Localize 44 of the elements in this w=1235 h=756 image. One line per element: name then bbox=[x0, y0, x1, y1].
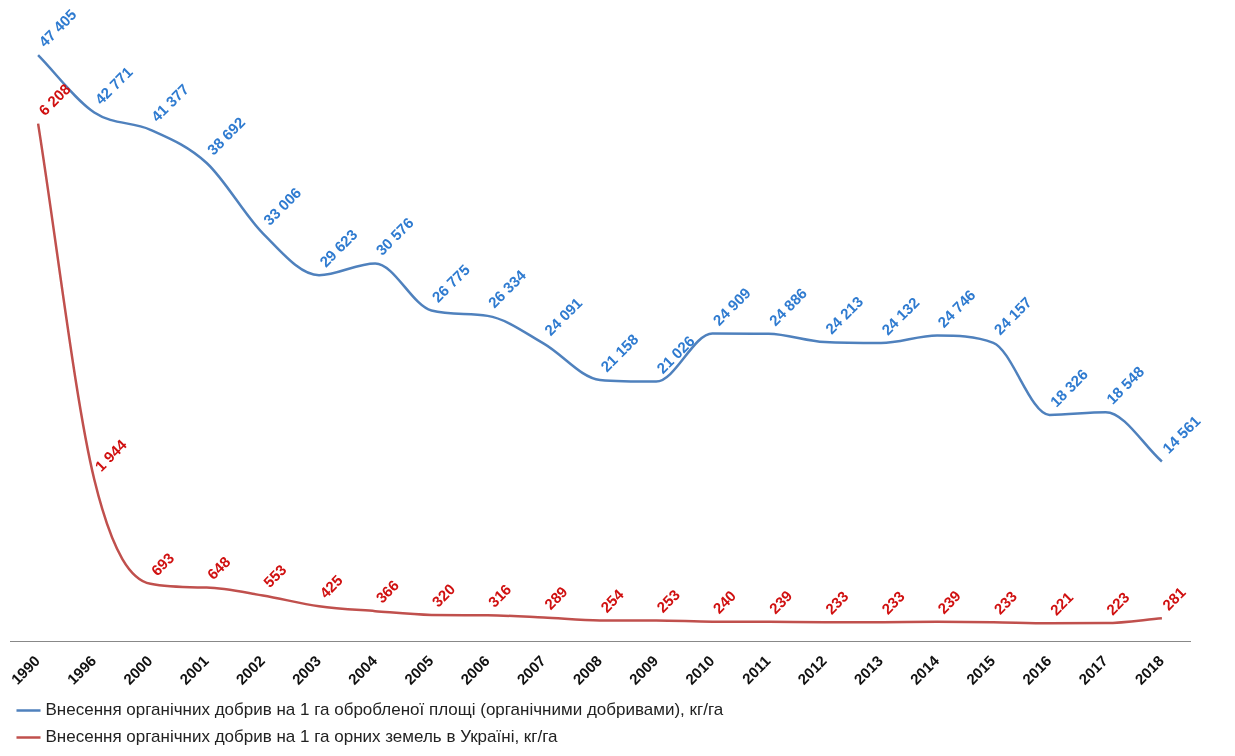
data-label: 553 bbox=[259, 560, 290, 591]
data-label: 24 091 bbox=[540, 294, 586, 339]
data-label: 239 bbox=[934, 587, 964, 617]
data-label: 320 bbox=[428, 580, 459, 611]
data-label: 289 bbox=[540, 582, 571, 613]
data-label: 253 bbox=[653, 585, 683, 616]
data-label: 233 bbox=[821, 587, 852, 618]
data-label: 1 944 bbox=[91, 435, 131, 475]
data-label: 233 bbox=[990, 587, 1021, 618]
legend-label: Внесення органічних добрив на 1 га орних земель в Україні, кг/га bbox=[45, 727, 559, 747]
data-label: 21 026 bbox=[653, 332, 698, 377]
data-label: 38 692 bbox=[203, 113, 249, 159]
data-label: 24 909 bbox=[709, 284, 754, 329]
data-label: 648 bbox=[203, 552, 234, 583]
data-label: 693 bbox=[147, 549, 178, 579]
data-label: 47 405 bbox=[35, 5, 80, 51]
data-label: 33 006 bbox=[259, 183, 305, 229]
data-label: 281 bbox=[1158, 583, 1189, 614]
data-label: 223 bbox=[1102, 588, 1133, 619]
data-label: 18 326 bbox=[1046, 365, 1092, 410]
data-label: 6 208 bbox=[35, 80, 74, 119]
data-label: 239 bbox=[765, 587, 796, 617]
data-label: 18 548 bbox=[1102, 362, 1148, 408]
data-label: 254 bbox=[597, 585, 628, 616]
data-label: 425 bbox=[316, 571, 346, 602]
data-label: 29 623 bbox=[316, 225, 361, 271]
data-label: 41 377 bbox=[147, 80, 192, 125]
data-label: 240 bbox=[709, 586, 740, 617]
data-label: 24 886 bbox=[765, 284, 811, 329]
data-label: 14 561 bbox=[1158, 412, 1204, 457]
data-label: 42 771 bbox=[91, 63, 136, 108]
data-label: 233 bbox=[877, 587, 908, 618]
data-label: 221 bbox=[1046, 588, 1077, 619]
data-label: 366 bbox=[372, 576, 402, 607]
data-label: 26 775 bbox=[428, 261, 473, 306]
data-label: 24 746 bbox=[934, 286, 979, 331]
legend-label: Внесення органічних добрив на 1 га обробленої площі (органічними добривами), кг/га bbox=[45, 700, 724, 720]
data-label: 24 157 bbox=[990, 293, 1035, 338]
data-label: 26 334 bbox=[484, 266, 530, 311]
data-label: 24 132 bbox=[877, 293, 923, 339]
data-label: 316 bbox=[484, 580, 515, 611]
data-label: 21 158 bbox=[597, 330, 642, 375]
data-label: 30 576 bbox=[372, 213, 417, 259]
data-label: 24 213 bbox=[821, 292, 867, 338]
